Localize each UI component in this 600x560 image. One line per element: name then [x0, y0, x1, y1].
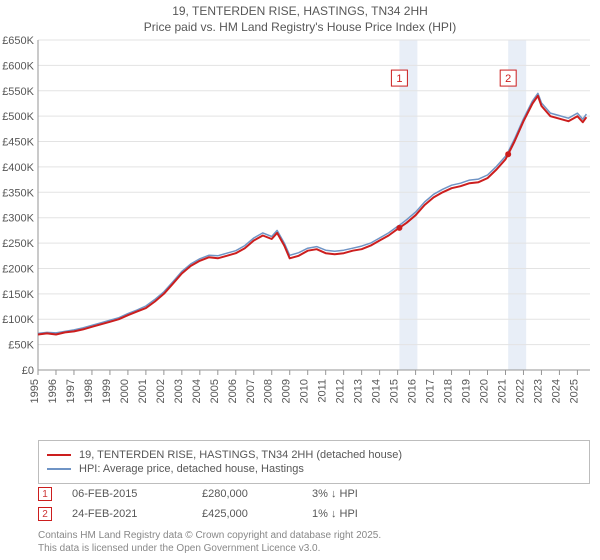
footnote-line-2: This data is licensed under the Open Gov… — [38, 543, 381, 556]
legend: 19, TENTERDEN RISE, HASTINGS, TN34 2HH (… — [38, 440, 590, 484]
y-tick-label: £650K — [2, 35, 34, 47]
x-tick-label: 2021 — [496, 379, 508, 403]
legend-swatch — [47, 454, 71, 456]
x-tick-label: 1999 — [101, 379, 113, 403]
x-tick-label: 1996 — [47, 379, 59, 403]
marker-dot — [396, 225, 402, 231]
marker-table: 1 06-FEB-2015£280,0003% ↓ HPI 2 24-FEB-2021… — [38, 484, 590, 524]
x-tick-label: 2009 — [281, 379, 293, 403]
chart-band — [508, 40, 526, 370]
x-tick-label: 2004 — [191, 379, 203, 403]
marker-table-badge: 2 — [38, 507, 52, 521]
marker-table-row: 1 06-FEB-2015£280,0003% ↓ HPI — [38, 484, 590, 504]
x-tick-label: 1998 — [83, 379, 95, 403]
x-tick-label: 2001 — [137, 379, 149, 403]
x-tick-label: 2008 — [263, 379, 275, 403]
x-tick-label: 1997 — [65, 379, 77, 403]
y-tick-label: £350K — [2, 187, 34, 199]
legend-swatch — [47, 468, 71, 470]
legend-label: 19, TENTERDEN RISE, HASTINGS, TN34 2HH (… — [79, 449, 402, 461]
marker-dot — [505, 151, 511, 157]
x-tick-label: 2014 — [371, 379, 383, 403]
x-tick-label: 2015 — [389, 379, 401, 403]
chart-title: 19, TENTERDEN RISE, HASTINGS, TN34 2HH P… — [0, 0, 600, 35]
x-tick-label: 2012 — [335, 379, 347, 403]
x-tick-label: 2010 — [299, 379, 311, 403]
x-tick-label: 2025 — [568, 379, 580, 403]
x-tick-label: 2000 — [119, 379, 131, 403]
x-tick-label: 2018 — [443, 379, 455, 403]
x-tick-label: 2003 — [173, 379, 185, 403]
y-tick-label: £100K — [2, 314, 34, 326]
y-tick-label: £200K — [2, 263, 34, 275]
y-tick-label: £450K — [2, 137, 34, 149]
series-price_paid — [38, 96, 586, 335]
marker-table-row: 2 24-FEB-2021£425,0001% ↓ HPI — [38, 504, 590, 524]
y-tick-label: £400K — [2, 162, 34, 174]
marker-badge-label: 1 — [396, 73, 402, 85]
chart-area: £0£50K£100K£150K£200K£250K£300K£350K£400… — [38, 40, 590, 396]
marker-table-diff: 1% ↓ HPI — [312, 508, 422, 520]
y-tick-label: £500K — [2, 111, 34, 123]
y-tick-label: £150K — [2, 289, 34, 301]
marker-table-date: 24-FEB-2021 — [72, 508, 202, 520]
title-line-1: 19, TENTERDEN RISE, HASTINGS, TN34 2HH — [0, 4, 600, 20]
marker-table-price: £425,000 — [202, 508, 312, 520]
x-tick-label: 2006 — [227, 379, 239, 403]
series-hpi — [38, 93, 586, 333]
x-tick-label: 2024 — [550, 379, 562, 403]
marker-table-date: 06-FEB-2015 — [72, 488, 202, 500]
x-tick-label: 2013 — [353, 379, 365, 403]
x-tick-label: 2020 — [479, 379, 491, 403]
x-tick-label: 2007 — [245, 379, 257, 403]
marker-badge-label: 2 — [505, 73, 511, 85]
marker-table-price: £280,000 — [202, 488, 312, 500]
x-tick-label: 2023 — [532, 379, 544, 403]
y-tick-label: £300K — [2, 213, 34, 225]
chart-svg: £0£50K£100K£150K£200K£250K£300K£350K£400… — [38, 40, 590, 396]
x-tick-label: 2005 — [209, 379, 221, 403]
x-tick-label: 2002 — [155, 379, 167, 403]
marker-table-badge: 1 — [38, 487, 52, 501]
x-tick-label: 2011 — [317, 379, 329, 403]
x-tick-label: 2019 — [461, 379, 473, 403]
y-tick-label: £0 — [22, 365, 34, 377]
x-tick-label: 2017 — [425, 379, 437, 403]
footnote: Contains HM Land Registry data © Crown c… — [38, 530, 381, 555]
y-tick-label: £550K — [2, 86, 34, 98]
x-tick-label: 1995 — [29, 379, 41, 403]
y-tick-label: £250K — [2, 238, 34, 250]
x-tick-label: 2022 — [514, 379, 526, 403]
y-tick-label: £600K — [2, 60, 34, 72]
marker-table-diff: 3% ↓ HPI — [312, 488, 422, 500]
legend-row: 19, TENTERDEN RISE, HASTINGS, TN34 2HH (… — [47, 449, 581, 461]
chart-band — [399, 40, 417, 370]
legend-row: HPI: Average price, detached house, Hast… — [47, 463, 581, 475]
legend-label: HPI: Average price, detached house, Hast… — [79, 463, 304, 475]
x-tick-label: 2016 — [407, 379, 419, 403]
title-line-2: Price paid vs. HM Land Registry's House … — [0, 20, 600, 36]
footnote-line-1: Contains HM Land Registry data © Crown c… — [38, 530, 381, 543]
y-tick-label: £50K — [8, 340, 34, 352]
